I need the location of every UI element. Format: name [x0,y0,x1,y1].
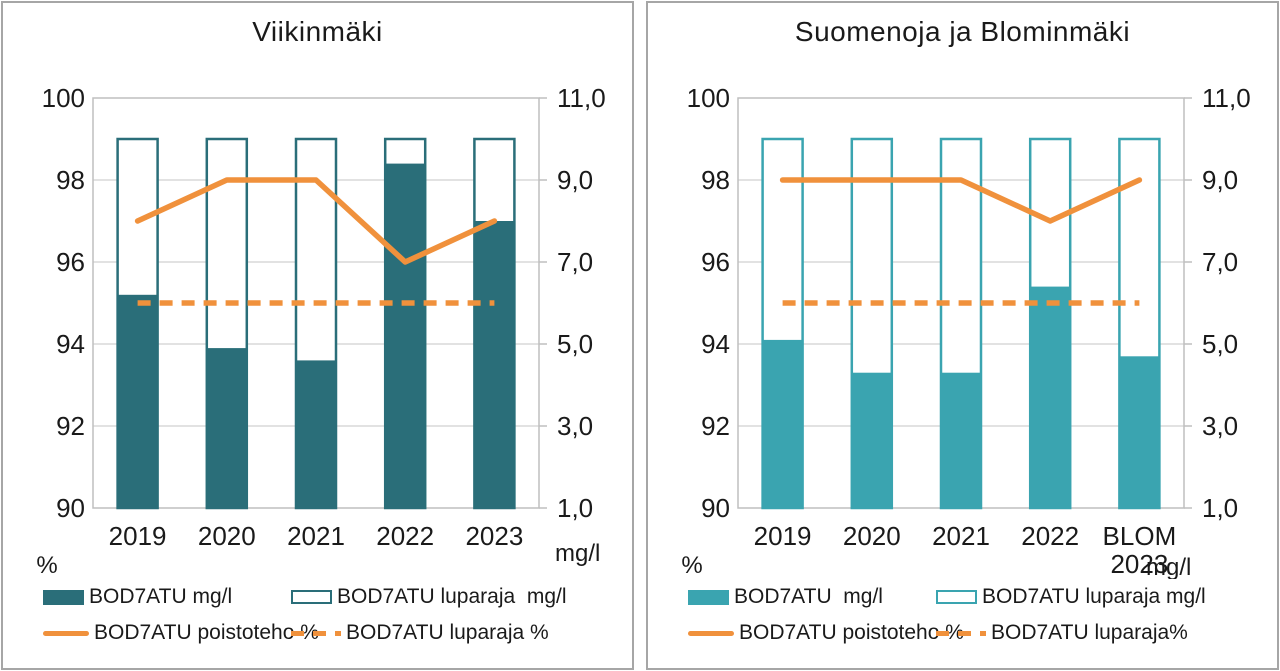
right-axis-tick-label: 7,0 [1202,247,1238,277]
legend-item-luparaja-bar: BOD7ATU luparaja mg/l [936,585,1269,609]
value-bar [296,360,336,508]
legend-label: BOD7ATU mg/l [734,585,883,608]
legend-label: BOD7ATU luparaja mg/l [982,585,1206,608]
right-axis-tick-label: 3,0 [557,411,593,441]
chart-title: Suomenoja ja Blominmäki [794,16,1131,47]
legend-item-poistoteho-line: BOD7ATU poistoteho % [688,621,964,645]
left-axis-tick-label: 94 [56,329,85,359]
chart-panel-viikinmaki: Viikinmäki 100 11,0 98 9,0 96 7,0 94 5,0 92 3,0 90… [1,1,634,670]
left-axis-tick-label: 90 [701,493,730,523]
chart-panel-suomenoja-blominmaki: Suomenoja ja Blominmäki 100 11,0 98 9,0 96 7,… [646,1,1279,670]
left-axis-tick-label: 98 [701,165,730,195]
value-bar [385,163,426,508]
solid-line-swatch-icon [43,630,89,636]
left-axis-tick-label: 96 [56,247,85,277]
x-axis-category-label: 2019 [109,521,167,551]
right-axis-tick-label: 5,0 [1202,329,1238,359]
left-axis-tick-label: 90 [56,493,85,523]
legend-label: BOD7ATU poistoteho % [739,621,964,644]
x-axis-category-label: 2023 [465,521,523,551]
legend-item-luparaja-line: BOD7ATU luparaja% [936,621,1269,645]
x-axis-category-label: 2022 [376,521,434,551]
value-bar [1119,356,1160,508]
value-bar [762,339,803,508]
legend-item-bar: BOD7ATU mg/l [688,585,936,609]
legend-label: BOD7ATU luparaja% [991,621,1188,644]
legend-label: BOD7ATU mg/l [89,585,233,608]
left-axis-tick-label: 94 [701,329,730,359]
right-axis-tick-label: 7,0 [557,247,593,277]
legend-label: BOD7ATU luparaja % [346,621,549,644]
legend: BOD7ATU mg/l BOD7ATU luparaja mg/l BOD7A… [43,585,624,645]
right-axis-unit-label: mg/l [555,540,600,567]
right-axis-tick-label: 3,0 [1202,411,1238,441]
value-bar [206,348,247,508]
outline-bar-swatch-icon [936,590,977,604]
right-axis-tick-label: 1,0 [1202,493,1238,523]
x-axis-category-label: 2020 [843,521,901,551]
right-axis-tick-label: 11,0 [1202,83,1251,113]
left-axis-tick-label: 92 [701,411,730,441]
x-axis-category-label: BLOM 2023 [1103,521,1177,579]
x-axis-category-label: 2020 [198,521,256,551]
x-axis-category-label: 2021 [932,521,990,551]
left-axis-unit-label: % [681,552,702,579]
x-axis-category-label: 2022 [1021,521,1079,551]
right-axis-tick-label: 9,0 [1202,165,1238,195]
left-axis-tick-label: 92 [56,411,85,441]
x-axis-category-label: 2019 [754,521,812,551]
right-axis-tick-label: 9,0 [557,165,593,195]
combo-chart-viikinmaki: 100 11,0 98 9,0 96 7,0 94 5,0 92 3,0 90 1,0 2019 2020… [36,83,606,579]
value-bar [474,221,515,508]
outline-bar-swatch-icon [291,590,332,604]
filled-bar-swatch-icon [688,589,729,605]
left-axis-tick-label: 100 [687,83,730,113]
value-bar [117,294,158,508]
left-axis-unit-label: % [36,552,57,579]
x-axis-category-label: 2021 [287,521,345,551]
dashed-line-swatch-icon [936,630,986,636]
legend-item-poistoteho-line: BOD7ATU poistoteho % [43,621,319,645]
right-axis-tick-label: 1,0 [557,493,593,523]
value-bar [851,372,892,508]
legend-label: BOD7ATU luparaja mg/l [337,585,567,608]
poistoteho-line [779,177,1143,224]
filled-bar-swatch-icon [43,589,84,605]
solid-line-swatch-icon [688,630,734,636]
legend-item-luparaja-bar: BOD7ATU luparaja mg/l [291,585,624,609]
value-bar [1030,286,1071,508]
legend: BOD7ATU mg/l BOD7ATU luparaja mg/l BOD7A… [688,585,1269,645]
poistoteho-line [134,177,498,265]
left-axis-tick-label: 100 [42,83,85,113]
legend-label: BOD7ATU poistoteho % [94,621,319,644]
combo-chart-suomenoja: 100 11,0 98 9,0 96 7,0 94 5,0 92 3,0 90 1,0 2019 2020… [681,83,1251,579]
right-axis-tick-label: 11,0 [557,83,606,113]
left-axis-tick-label: 98 [56,165,85,195]
right-axis-unit-label: mg/l [1146,554,1191,579]
legend-item-bar: BOD7ATU mg/l [43,585,291,609]
dashed-line-swatch-icon [291,630,341,636]
left-axis-tick-label: 96 [701,247,730,277]
right-axis-tick-label: 5,0 [557,329,593,359]
value-bar [941,372,981,508]
legend-item-luparaja-line: BOD7ATU luparaja % [291,621,624,645]
chart-title: Viikinmäki [252,16,383,47]
